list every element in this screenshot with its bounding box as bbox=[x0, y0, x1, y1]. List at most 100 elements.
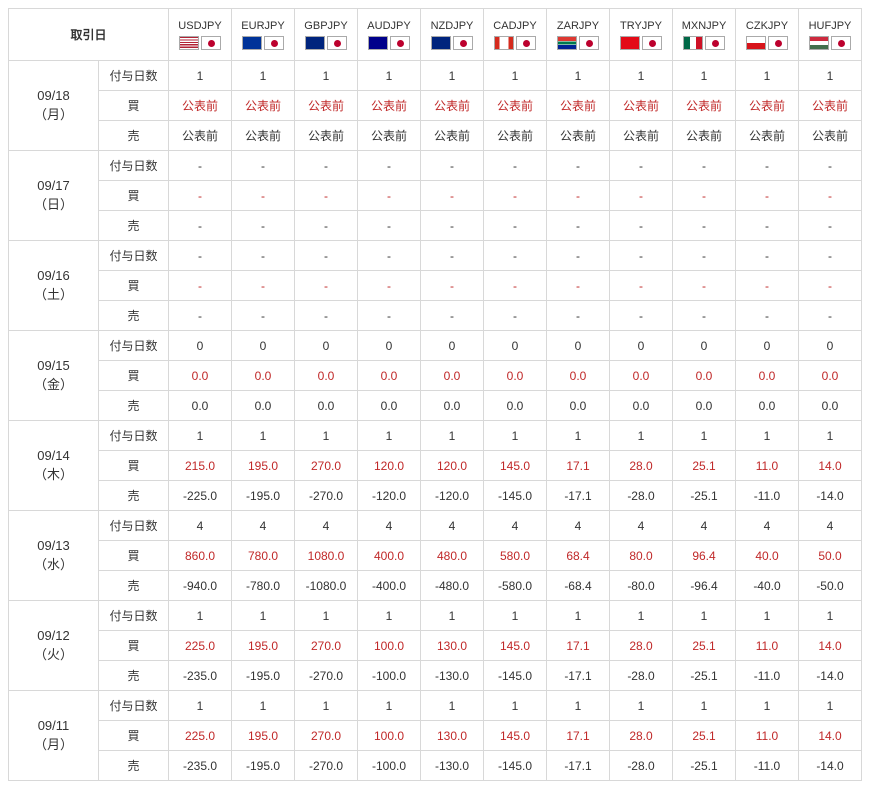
buy-value: 公表前 bbox=[358, 91, 421, 121]
pair-code: CADJPY bbox=[486, 20, 544, 32]
sell-value: 公表前 bbox=[484, 121, 547, 151]
days-value: 1 bbox=[736, 421, 799, 451]
sell-value: -145.0 bbox=[484, 751, 547, 781]
buy-value: 270.0 bbox=[295, 631, 358, 661]
buy-value: 130.0 bbox=[421, 631, 484, 661]
sell-value: -25.1 bbox=[673, 481, 736, 511]
buy-value: 0.0 bbox=[547, 361, 610, 391]
sell-value: -225.0 bbox=[169, 481, 232, 511]
trade-date-cell: 09/14（木） bbox=[9, 421, 99, 511]
buy-value: 120.0 bbox=[358, 451, 421, 481]
sell-value: -11.0 bbox=[736, 661, 799, 691]
days-value: - bbox=[547, 151, 610, 181]
buy-value: 96.4 bbox=[673, 541, 736, 571]
days-value: 1 bbox=[736, 61, 799, 91]
pair-code: GBPJPY bbox=[297, 20, 355, 32]
days-value: - bbox=[610, 241, 673, 271]
sell-value: - bbox=[610, 301, 673, 331]
buy-value: 270.0 bbox=[295, 721, 358, 751]
pair-code: NZDJPY bbox=[423, 20, 481, 32]
days-value: 0 bbox=[169, 331, 232, 361]
buy-value: 公表前 bbox=[232, 91, 295, 121]
days-value: - bbox=[169, 241, 232, 271]
days-value: - bbox=[358, 241, 421, 271]
japan-flag-icon bbox=[327, 36, 347, 50]
sell-value: - bbox=[799, 301, 862, 331]
buy-row: 買225.0195.0270.0100.0130.0145.017.128.02… bbox=[9, 631, 862, 661]
flag-row bbox=[801, 36, 859, 50]
buy-value: 14.0 bbox=[799, 631, 862, 661]
sell-value: 0.0 bbox=[232, 391, 295, 421]
foreign-flag-icon bbox=[683, 36, 703, 50]
sell-value: -100.0 bbox=[358, 661, 421, 691]
foreign-flag-icon bbox=[431, 36, 451, 50]
pair-header-nzdjpy: NZDJPY bbox=[421, 9, 484, 61]
japan-flag-icon bbox=[453, 36, 473, 50]
buy-value: 25.1 bbox=[673, 451, 736, 481]
days-value: 1 bbox=[799, 61, 862, 91]
buy-value: 0.0 bbox=[232, 361, 295, 391]
buy-value: 0.0 bbox=[169, 361, 232, 391]
days-value: - bbox=[799, 151, 862, 181]
sell-value: 公表前 bbox=[799, 121, 862, 151]
pair-header-usdjpy: USDJPY bbox=[169, 9, 232, 61]
buy-value: 580.0 bbox=[484, 541, 547, 571]
sell-value: -17.1 bbox=[547, 661, 610, 691]
foreign-flag-icon bbox=[179, 36, 199, 50]
sell-row: 売-225.0-195.0-270.0-120.0-120.0-145.0-17… bbox=[9, 481, 862, 511]
trade-date-cell: 09/12（火） bbox=[9, 601, 99, 691]
sell-value: - bbox=[610, 211, 673, 241]
pair-header-mxnjpy: MXNJPY bbox=[673, 9, 736, 61]
buy-value: 17.1 bbox=[547, 631, 610, 661]
days-value: - bbox=[484, 241, 547, 271]
buy-value: 17.1 bbox=[547, 451, 610, 481]
sell-value: 公表前 bbox=[736, 121, 799, 151]
buy-value: 80.0 bbox=[610, 541, 673, 571]
days-value: 1 bbox=[358, 421, 421, 451]
days-value: 1 bbox=[421, 61, 484, 91]
buy-value: 270.0 bbox=[295, 451, 358, 481]
days-value: - bbox=[799, 241, 862, 271]
pair-code: TRYJPY bbox=[612, 20, 670, 32]
days-value: 4 bbox=[358, 511, 421, 541]
pair-code: MXNJPY bbox=[675, 20, 733, 32]
days-value: 1 bbox=[547, 601, 610, 631]
sell-value: -580.0 bbox=[484, 571, 547, 601]
days-value: 1 bbox=[673, 421, 736, 451]
sell-value: -28.0 bbox=[610, 751, 673, 781]
sell-value: -14.0 bbox=[799, 661, 862, 691]
sell-value: 公表前 bbox=[169, 121, 232, 151]
sell-value: -25.1 bbox=[673, 661, 736, 691]
row-label-sell: 売 bbox=[99, 211, 169, 241]
sell-value: -130.0 bbox=[421, 661, 484, 691]
sell-value: 0.0 bbox=[295, 391, 358, 421]
days-value: - bbox=[610, 151, 673, 181]
buy-value: 50.0 bbox=[799, 541, 862, 571]
sell-value: - bbox=[169, 211, 232, 241]
row-label-days: 付与日数 bbox=[99, 601, 169, 631]
days-value: 4 bbox=[673, 511, 736, 541]
buy-value: - bbox=[421, 271, 484, 301]
days-value: 1 bbox=[232, 61, 295, 91]
foreign-flag-icon bbox=[557, 36, 577, 50]
sell-value: -195.0 bbox=[232, 481, 295, 511]
buy-value: 公表前 bbox=[736, 91, 799, 121]
japan-flag-icon bbox=[516, 36, 536, 50]
sell-value: 0.0 bbox=[484, 391, 547, 421]
table-body: 09/18（月）付与日数11111111111買公表前公表前公表前公表前公表前公… bbox=[9, 61, 862, 781]
row-label-buy: 買 bbox=[99, 361, 169, 391]
buy-value: - bbox=[484, 181, 547, 211]
buy-value: 215.0 bbox=[169, 451, 232, 481]
days-value: 4 bbox=[169, 511, 232, 541]
buy-value: - bbox=[673, 181, 736, 211]
row-label-sell: 売 bbox=[99, 121, 169, 151]
row-label-buy: 買 bbox=[99, 271, 169, 301]
foreign-flag-icon bbox=[305, 36, 325, 50]
days-value: 1 bbox=[358, 601, 421, 631]
buy-row: 買225.0195.0270.0100.0130.0145.017.128.02… bbox=[9, 721, 862, 751]
days-row: 09/16（土）付与日数----------- bbox=[9, 241, 862, 271]
buy-value: 0.0 bbox=[295, 361, 358, 391]
row-label-days: 付与日数 bbox=[99, 511, 169, 541]
sell-value: -120.0 bbox=[358, 481, 421, 511]
buy-value: 400.0 bbox=[358, 541, 421, 571]
